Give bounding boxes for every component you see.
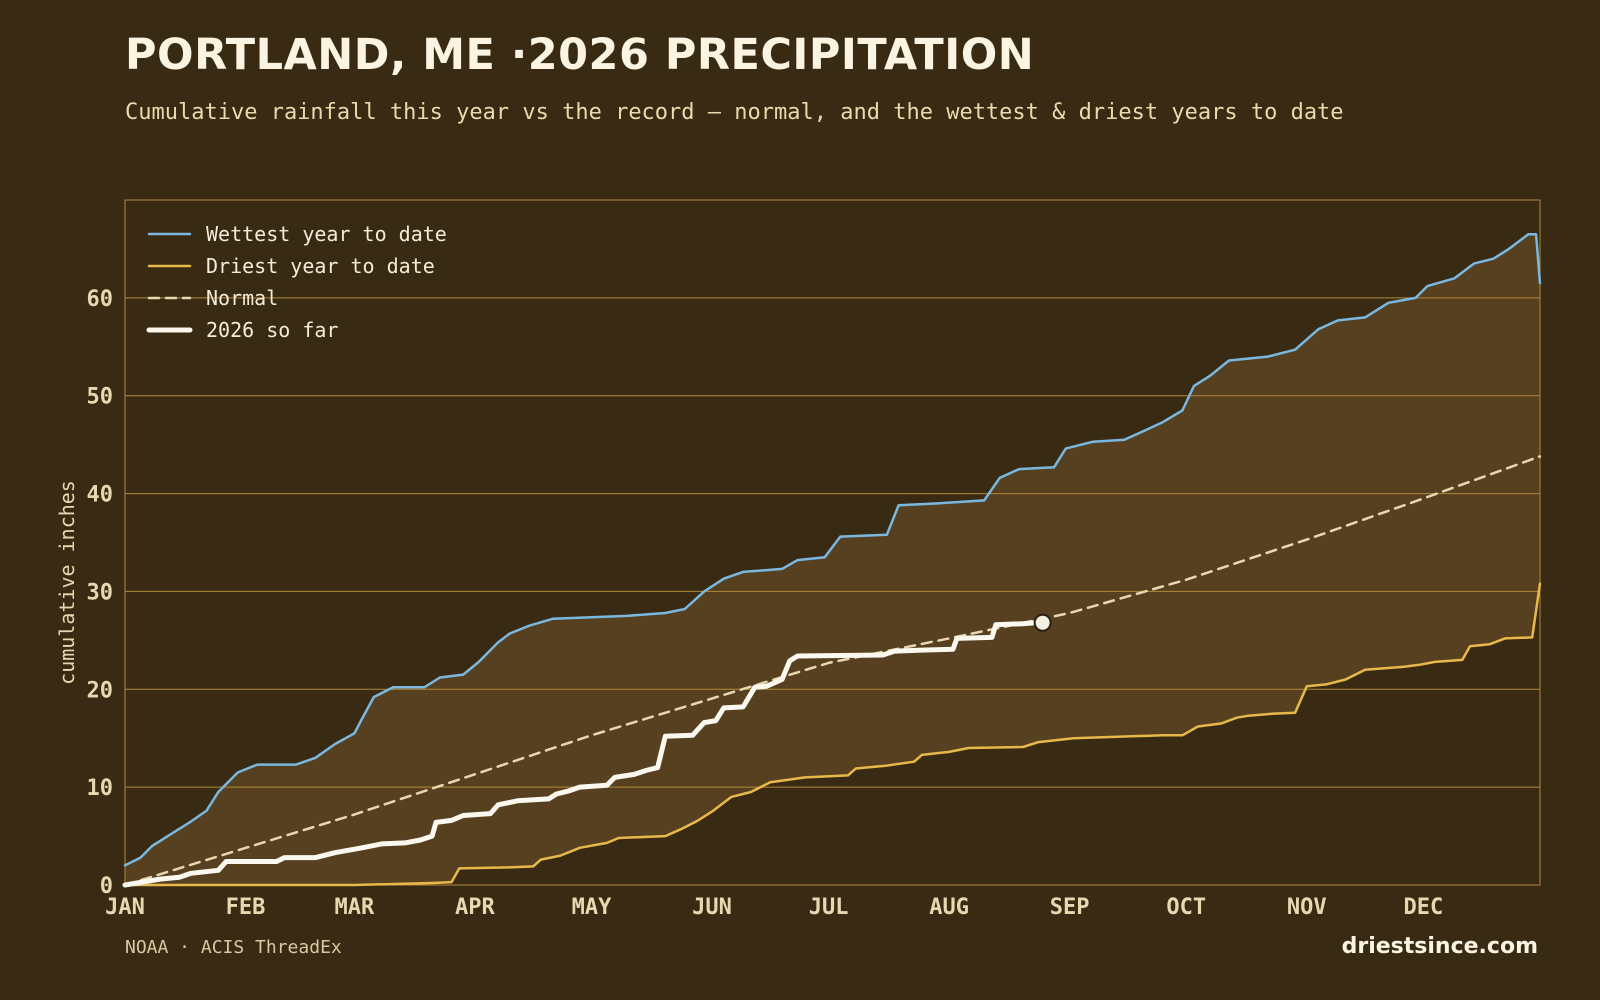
x-tick-label: MAY — [572, 895, 612, 920]
chart-subtitle: Cumulative rainfall this year vs the rec… — [125, 100, 1344, 125]
current-marker — [1033, 613, 1052, 632]
source-note: NOAA · ACIS ThreadEx — [125, 937, 342, 958]
y-tick-label: 10 — [87, 776, 114, 801]
x-tick-label: OCT — [1166, 895, 1206, 920]
brand-link[interactable]: driestsince.com — [1341, 934, 1538, 959]
series-line — [123, 233, 1542, 867]
legend-label: Wettest year to date — [206, 222, 447, 246]
x-tick-label: MAR — [334, 895, 374, 920]
legend-label: Driest year to date — [206, 254, 435, 278]
legend-label: Normal — [206, 286, 278, 310]
series-line — [123, 582, 1542, 887]
y-tick-label: 0 — [100, 874, 113, 899]
x-tick-label: SEP — [1050, 895, 1090, 920]
x-tick-label: NOV — [1287, 895, 1327, 920]
y-tick-label: 40 — [87, 483, 114, 508]
legend: Wettest year to date Driest year to date N… — [146, 222, 447, 342]
axis-layer: 0 10 20 30 40 50 60 JAN FEB MAR APR MAY JUN JUL AUG SEP… — [55, 287, 1443, 920]
x-tick-label: FEB — [226, 895, 266, 920]
chart-title: PORTLAND, ME ·2026 PRECIPITATION — [125, 30, 1035, 80]
y-tick-label: 60 — [87, 287, 114, 312]
x-tick-label: JUL — [809, 895, 849, 920]
band-layer — [125, 234, 1540, 886]
y-tick-label: 20 — [87, 678, 114, 703]
series-line — [122, 620, 1038, 888]
series-layer — [122, 233, 1542, 888]
x-tick-label: JUN — [692, 895, 732, 920]
x-tick-label: APR — [455, 895, 495, 920]
y-axis-label: cumulative inches — [55, 480, 79, 685]
x-tick-label: JAN — [105, 895, 145, 920]
y-tick-label: 50 — [87, 385, 114, 410]
y-tick-label: 30 — [87, 580, 114, 605]
x-tick-label: DEC — [1404, 895, 1444, 920]
legend-label: 2026 so far — [206, 318, 338, 342]
x-tick-label: AUG — [929, 895, 969, 920]
range-band — [125, 234, 1540, 886]
